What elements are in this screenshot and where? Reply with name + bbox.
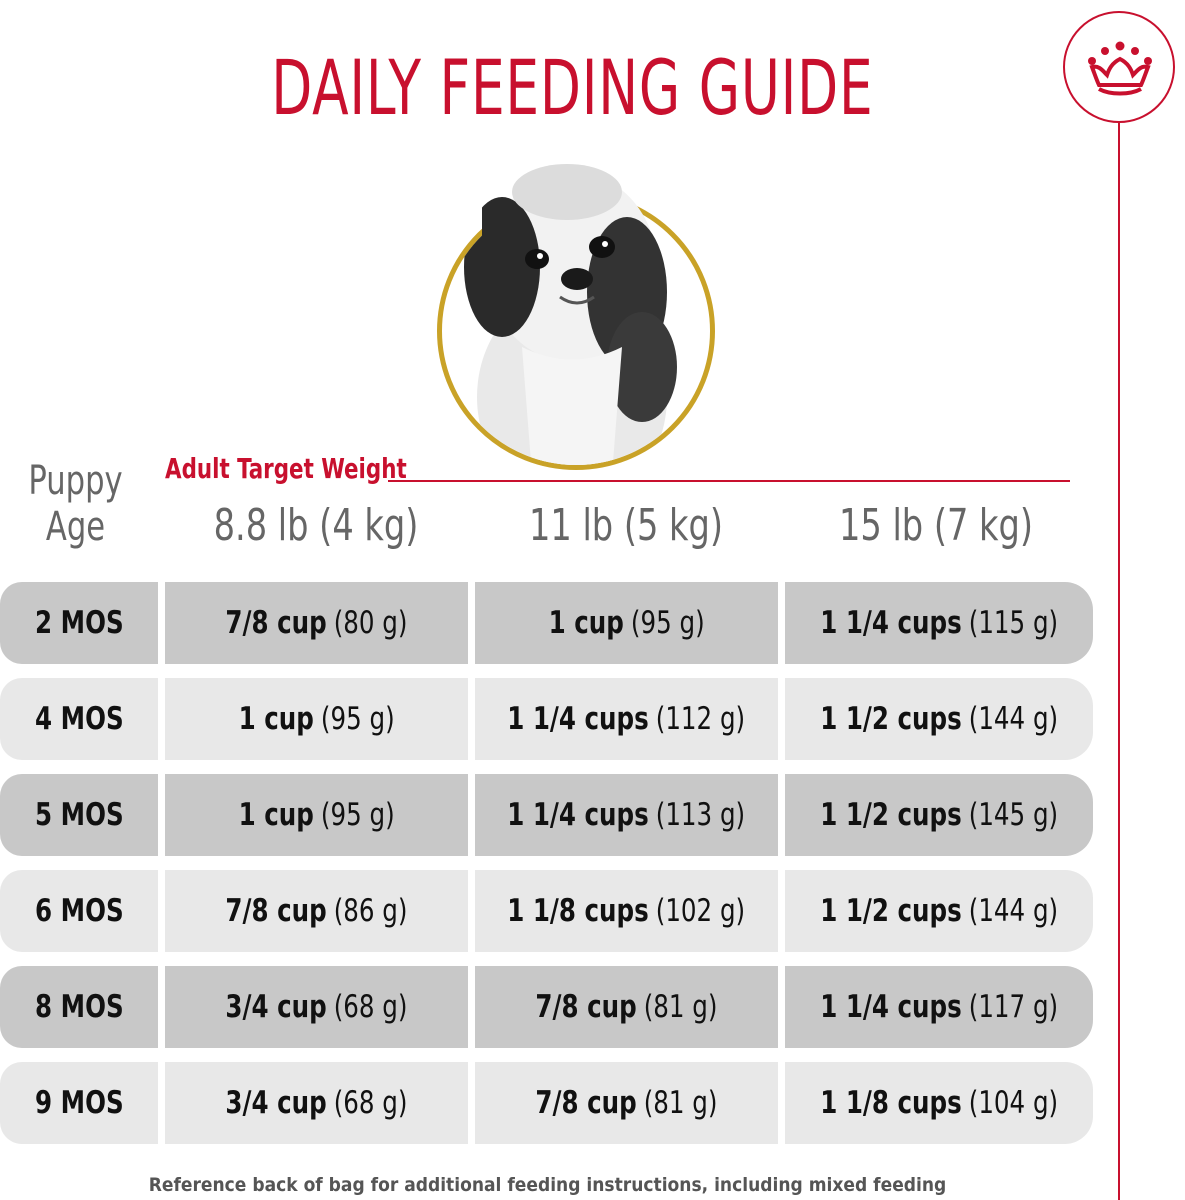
portion-grams: (68 g)	[333, 1085, 408, 1121]
portion-amount: 7/8 cup	[225, 605, 327, 641]
portion-cell: 7/8 cup (81 g)	[475, 1062, 778, 1144]
age-label: 5 MOS	[34, 797, 124, 833]
table-row: 8 MOS 3/4 cup (68 g) 7/8 cup (81 g) 1 1/4 cup…	[0, 966, 1093, 1048]
portion-cell: 1 1/4 cups (117 g)	[785, 966, 1093, 1048]
portion-grams: (95 g)	[630, 605, 705, 641]
age-cell: 6 MOS	[0, 870, 158, 952]
portion-amount: 3/4 cup	[225, 989, 327, 1025]
portion-grams: (68 g)	[333, 989, 408, 1025]
portion-amount: 1 1/4 cups	[820, 605, 962, 641]
portion-grams: (80 g)	[333, 605, 408, 641]
column-header-5kg: 11 lb (5 kg)	[528, 500, 724, 551]
portion-grams: (145 g)	[968, 797, 1058, 833]
puppy-portrait	[437, 164, 715, 470]
page-title: DAILY FEEDING GUIDE	[271, 43, 874, 132]
portion-amount: 1 1/8 cups	[820, 1085, 962, 1121]
portion-grams: (102 g)	[656, 893, 746, 929]
portion-grams: (81 g)	[643, 989, 718, 1025]
age-cell: 5 MOS	[0, 774, 158, 856]
column-header-4kg: 8.8 lb (4 kg)	[213, 500, 419, 551]
portion-grams: (81 g)	[643, 1085, 718, 1121]
brand-divider-line	[1118, 123, 1120, 1200]
portion-amount: 1 1/8 cups	[507, 893, 650, 929]
portion-amount: 1 cup	[238, 701, 314, 737]
portion-grams: (144 g)	[968, 701, 1058, 737]
adult-target-weight-label: Adult Target Weight	[165, 452, 407, 485]
portion-amount: 1 cup	[548, 605, 624, 641]
table-row: 6 MOS 7/8 cup (86 g) 1 1/8 cups (102 g) 1 1/2…	[0, 870, 1093, 952]
brand-emblem	[1063, 11, 1175, 123]
footnote: Reference back of bag for additional fee…	[148, 1174, 947, 1196]
portion-cell: 1 1/2 cups (144 g)	[785, 870, 1093, 952]
table-row: 5 MOS 1 cup (95 g) 1 1/4 cups (113 g) 1 1/2 c…	[0, 774, 1093, 856]
age-cell: 2 MOS	[0, 582, 158, 664]
portion-grams: (86 g)	[333, 893, 408, 929]
portion-amount: 7/8 cup	[535, 1085, 637, 1121]
portion-amount: 1 cup	[238, 797, 314, 833]
portion-amount: 1 1/4 cups	[507, 701, 650, 737]
portion-cell: 1 1/4 cups (115 g)	[785, 582, 1093, 664]
portion-cell: 1 1/8 cups (102 g)	[475, 870, 778, 952]
age-label: 8 MOS	[34, 989, 124, 1025]
header-rule	[388, 480, 1070, 482]
portion-grams: (117 g)	[968, 989, 1058, 1025]
portion-grams: (112 g)	[656, 701, 746, 737]
portion-cell: 1 1/2 cups (144 g)	[785, 678, 1093, 760]
age-label: 2 MOS	[34, 605, 124, 641]
portion-amount: 1 1/2 cups	[820, 893, 962, 929]
portion-cell: 1 1/2 cups (145 g)	[785, 774, 1093, 856]
portion-grams: (104 g)	[968, 1085, 1058, 1121]
portion-grams: (144 g)	[968, 893, 1058, 929]
age-cell: 9 MOS	[0, 1062, 158, 1144]
portion-cell: 1 cup (95 g)	[475, 582, 778, 664]
table-row: 2 MOS 7/8 cup (80 g) 1 cup (95 g) 1 1/4 cups(…	[0, 582, 1093, 664]
portion-cell: 7/8 cup (86 g)	[165, 870, 468, 952]
portion-grams: (113 g)	[656, 797, 746, 833]
portion-cell: 1 cup (95 g)	[165, 774, 468, 856]
table-row: 9 MOS 3/4 cup (68 g) 7/8 cup (81 g) 1 1/8 cup…	[0, 1062, 1093, 1144]
portion-amount: 1 1/2 cups	[820, 701, 962, 737]
age-cell: 8 MOS	[0, 966, 158, 1048]
portion-cell: 1 1/4 cups (112 g)	[475, 678, 778, 760]
portion-cell: 1 1/4 cups (113 g)	[475, 774, 778, 856]
column-header-7kg: 15 lb (7 kg)	[838, 500, 1034, 551]
portion-amount: 1 1/4 cups	[507, 797, 650, 833]
portion-cell: 1 1/8 cups (104 g)	[785, 1062, 1093, 1144]
age-label: 4 MOS	[34, 701, 124, 737]
portion-amount: 3/4 cup	[225, 1085, 327, 1121]
portion-cell: 3/4 cup (68 g)	[165, 966, 468, 1048]
puppy-age-header: Puppy Age	[28, 458, 123, 550]
portion-grams: (95 g)	[320, 701, 395, 737]
portion-cell: 1 cup (95 g)	[165, 678, 468, 760]
age-cell: 4 MOS	[0, 678, 158, 760]
shih-tzu-puppy-photo	[464, 164, 677, 465]
portion-amount: 1 1/2 cups	[820, 797, 962, 833]
age-label: 6 MOS	[34, 893, 124, 929]
portion-amount: 7/8 cup	[225, 893, 327, 929]
portion-grams: (95 g)	[320, 797, 395, 833]
table-row: 4 MOS 1 cup (95 g) 1 1/4 cups (112 g) 1 1/2 c…	[0, 678, 1093, 760]
portion-amount: 7/8 cup	[535, 989, 637, 1025]
age-label: 9 MOS	[34, 1085, 124, 1121]
portion-cell: 7/8 cup (80 g)	[165, 582, 468, 664]
portion-cell: 3/4 cup (68 g)	[165, 1062, 468, 1144]
portion-grams: (115 g)	[968, 605, 1058, 641]
crown-icon	[1088, 41, 1152, 96]
portion-cell: 7/8 cup (81 g)	[475, 966, 778, 1048]
portion-amount: 1 1/4 cups	[820, 989, 962, 1025]
